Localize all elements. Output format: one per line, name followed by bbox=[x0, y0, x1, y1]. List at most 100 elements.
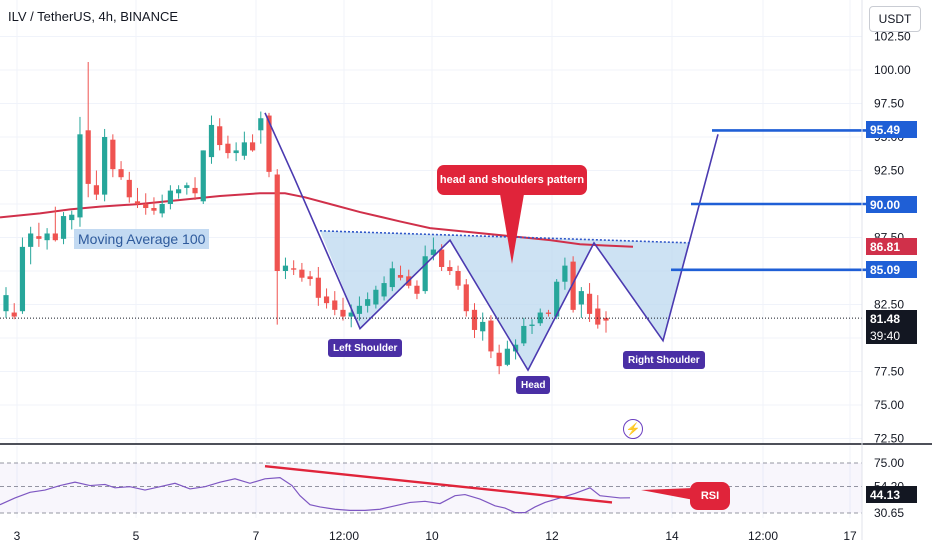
callout-pointer bbox=[500, 194, 524, 264]
head-tag: Head bbox=[516, 376, 551, 394]
candle-body bbox=[570, 261, 576, 310]
rsi-callout-pointer bbox=[641, 488, 694, 500]
candle-body bbox=[348, 312, 354, 317]
candle-body bbox=[381, 283, 387, 297]
candle-body bbox=[118, 169, 124, 178]
candle-body bbox=[480, 321, 486, 332]
candle-body bbox=[340, 309, 346, 317]
candle-body bbox=[389, 268, 395, 288]
candle-body bbox=[167, 190, 173, 204]
candle-body bbox=[134, 201, 141, 204]
pattern-fill-area bbox=[320, 230, 690, 371]
rsi-pane bbox=[0, 443, 932, 514]
rsi-tick: 75.00 bbox=[874, 456, 904, 470]
candle-body bbox=[192, 187, 198, 194]
candle-body bbox=[159, 204, 165, 214]
time-tick: 5 bbox=[133, 529, 140, 543]
candle-body bbox=[521, 325, 527, 344]
neckline bbox=[319, 230, 691, 244]
candle-body bbox=[69, 214, 75, 221]
candle-body bbox=[307, 276, 313, 280]
candle-body bbox=[274, 174, 280, 271]
candle-body bbox=[332, 300, 338, 310]
candle-body bbox=[455, 271, 461, 286]
candlesticks bbox=[0, 61, 862, 375]
price-tick: 75.00 bbox=[874, 398, 904, 412]
price-tick: 92.50 bbox=[874, 164, 904, 178]
ma100-line bbox=[0, 192, 634, 248]
candle-body bbox=[299, 269, 305, 278]
candle-body bbox=[315, 277, 321, 298]
time-tick: 14 bbox=[665, 529, 679, 543]
time-tick: 3 bbox=[14, 529, 21, 543]
candle-body bbox=[463, 284, 469, 312]
candle-body bbox=[85, 130, 91, 184]
candle-body bbox=[439, 249, 445, 267]
rsi-band-fill bbox=[0, 463, 862, 513]
candle-body bbox=[151, 208, 157, 211]
candle-body bbox=[554, 281, 560, 317]
price-label-85: 85.09 bbox=[866, 261, 917, 278]
candle-body bbox=[282, 265, 289, 271]
candle-body bbox=[447, 266, 453, 271]
candle-body bbox=[241, 142, 247, 156]
rsi-last-label: 44.13 bbox=[866, 486, 917, 503]
candle-body bbox=[365, 299, 371, 306]
right-shoulder-tag: Right Shoulder bbox=[623, 351, 705, 369]
candle-body bbox=[36, 236, 42, 239]
candle-body bbox=[595, 308, 601, 325]
rsi-callout: RSI bbox=[690, 482, 730, 510]
currency-selector[interactable]: USDT bbox=[869, 6, 921, 32]
candle-body bbox=[373, 289, 379, 305]
candle-countdown: 39:40 bbox=[866, 327, 917, 344]
candle-body bbox=[233, 150, 239, 154]
candle-body bbox=[578, 291, 584, 305]
candle-body bbox=[397, 275, 404, 278]
candle-body bbox=[266, 115, 272, 172]
candle-body bbox=[52, 233, 58, 241]
candle-body bbox=[430, 249, 436, 255]
candle-body bbox=[19, 246, 26, 312]
candle-body bbox=[422, 256, 428, 292]
candle-body bbox=[323, 296, 330, 304]
price-tick: 82.50 bbox=[874, 298, 904, 312]
candle-body bbox=[11, 312, 17, 317]
candle-body bbox=[496, 352, 502, 367]
candle-body bbox=[471, 309, 478, 330]
candle-body bbox=[200, 150, 206, 202]
time-tick: 12:00 bbox=[329, 529, 359, 543]
price-tick: 102.50 bbox=[874, 30, 911, 44]
candle-body bbox=[504, 348, 510, 365]
time-tick: 7 bbox=[253, 529, 260, 543]
candle-body bbox=[184, 185, 190, 188]
candle-body bbox=[562, 265, 568, 282]
candle-body bbox=[603, 317, 609, 321]
candle-body bbox=[93, 185, 100, 195]
rsi-tick: 30.65 bbox=[874, 506, 904, 520]
candle-body bbox=[77, 134, 83, 218]
lightning-icon[interactable]: ⚡ bbox=[623, 419, 643, 439]
time-tick: 12 bbox=[545, 529, 559, 543]
candle-body bbox=[176, 189, 182, 194]
candle-body bbox=[126, 179, 132, 198]
rsi-trendline bbox=[264, 464, 613, 504]
left-shoulder-tag: Left Shoulder bbox=[328, 339, 403, 357]
rsi-line bbox=[0, 477, 631, 514]
price-label-target: 95.49 bbox=[866, 121, 917, 138]
price-tick: 97.50 bbox=[874, 97, 904, 111]
candle-body bbox=[488, 320, 494, 352]
candle-body bbox=[143, 204, 149, 209]
target-levels bbox=[671, 129, 868, 272]
candle-body bbox=[208, 124, 215, 158]
candle-body bbox=[249, 142, 256, 151]
price-label-last: 81.48 bbox=[866, 310, 917, 327]
symbol-title: ILV / TetherUS, 4h, BINANCE bbox=[8, 9, 179, 24]
pattern-callout: head and shoulders pattern bbox=[437, 165, 587, 195]
candle-body bbox=[545, 312, 552, 314]
candle-body bbox=[28, 233, 34, 247]
candle-body bbox=[60, 216, 67, 239]
candle-body bbox=[529, 324, 535, 326]
pattern-lines bbox=[264, 112, 719, 372]
pattern-fill bbox=[320, 230, 690, 371]
